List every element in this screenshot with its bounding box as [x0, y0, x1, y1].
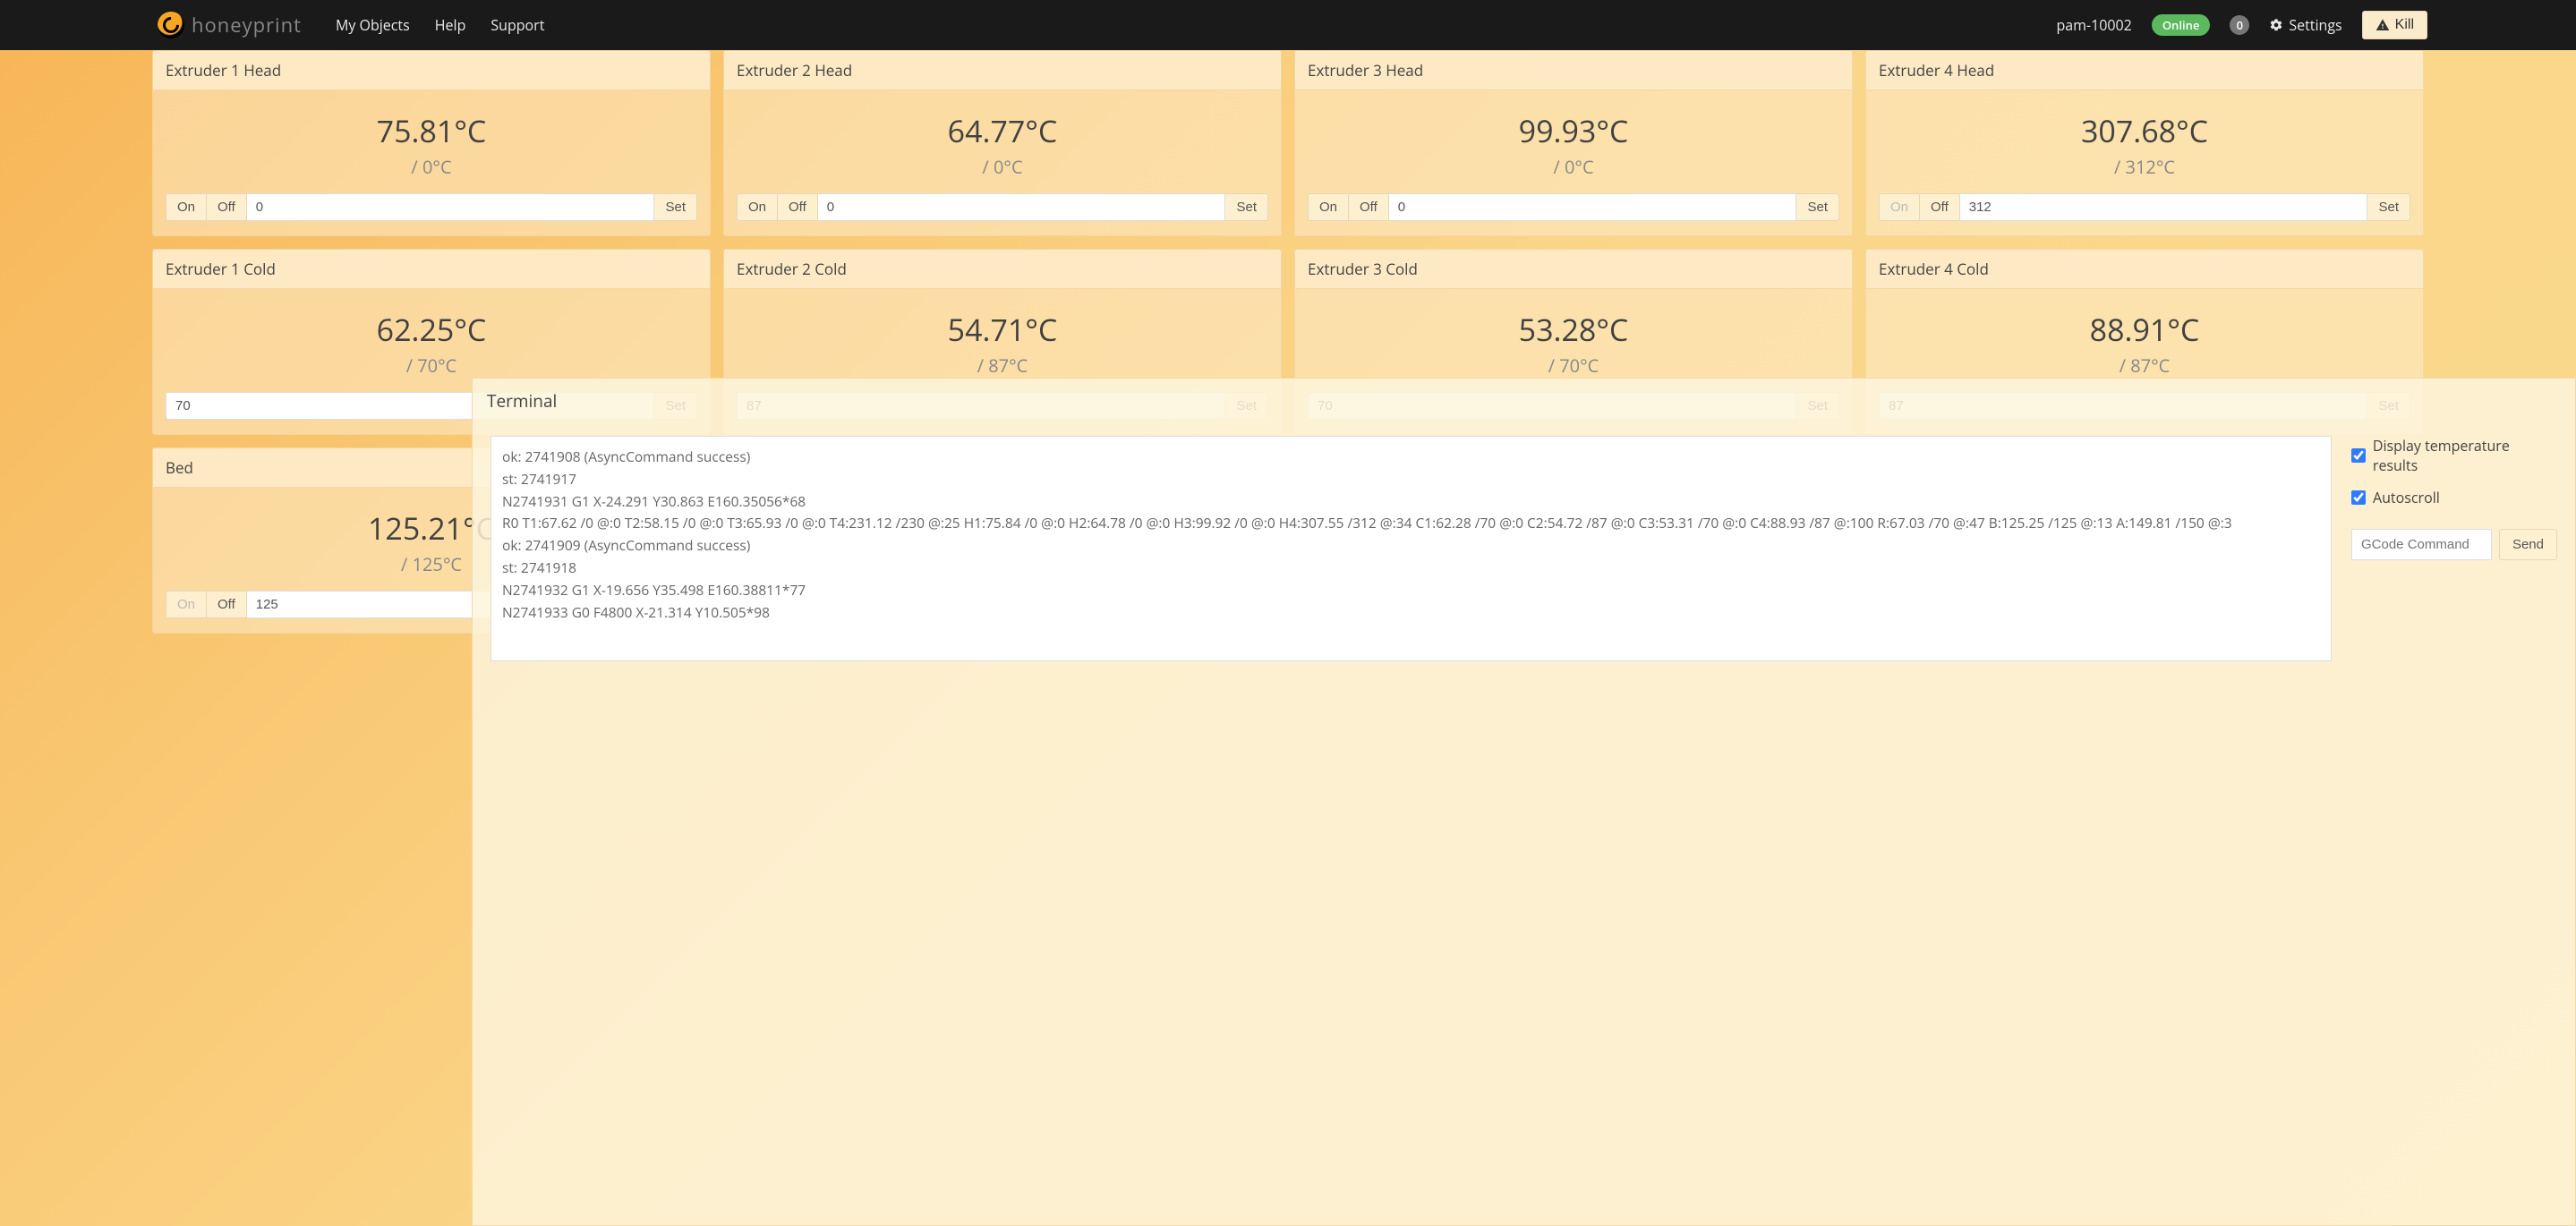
kill-button[interactable]: Kill	[2362, 11, 2427, 39]
temperature-current: 99.93°C	[1308, 110, 1839, 151]
panel-footer: OnOff Set	[724, 193, 1281, 235]
panel-body: 53.28°C / 70°C	[1295, 289, 1852, 392]
panel-body: 64.77°C / 0°C	[724, 90, 1281, 193]
temperature-target: / 0°C	[737, 155, 1268, 179]
panel-title: Extruder 2 Cold	[724, 250, 1281, 289]
autoscroll-checkbox-row[interactable]: Autoscroll	[2351, 488, 2557, 507]
panel-footer: OnOff Set	[1295, 193, 1852, 235]
terminal-body: ok: 2741908 (AsyncCommand success) st: 2…	[473, 423, 2575, 1225]
temperature-current: 75.81°C	[166, 110, 697, 151]
temperature-target: / 87°C	[737, 353, 1268, 378]
display-temp-checkbox-row[interactable]: Display temperature results	[2351, 436, 2557, 475]
nav-right: pam-10002 Online 0 Settings Kill	[2056, 11, 2562, 39]
panel-footer: OnOff Set	[153, 193, 710, 235]
terminal-log[interactable]: ok: 2741908 (AsyncCommand success) st: 2…	[490, 436, 2332, 661]
panel-title: Extruder 3 Head	[1295, 51, 1852, 90]
set-button[interactable]: Set	[654, 193, 697, 221]
set-button[interactable]: Set	[2367, 193, 2410, 221]
temperature-input[interactable]	[1960, 193, 2368, 221]
terminal-title: Terminal	[473, 379, 2575, 423]
on-button: On	[166, 591, 207, 618]
panel-body: 75.81°C / 0°C	[153, 90, 710, 193]
temperature-input[interactable]	[818, 193, 1226, 221]
off-button[interactable]: Off	[207, 591, 247, 618]
nav-links: My Objects Help Support	[336, 15, 544, 35]
temperature-current: 53.28°C	[1308, 309, 1839, 350]
panel-footer: OnOff Set	[1866, 193, 2423, 235]
nav-user[interactable]: pam-10002	[2056, 15, 2131, 35]
off-button[interactable]: Off	[207, 193, 247, 221]
brand-text: honeyprint	[192, 12, 302, 38]
display-temp-label: Display temperature results	[2373, 436, 2557, 475]
nav-help[interactable]: Help	[435, 15, 466, 35]
navbar: honeyprint My Objects Help Support pam-1…	[0, 0, 2576, 50]
panel-title: Extruder 4 Cold	[1866, 250, 2423, 289]
temperature-target: / 0°C	[166, 155, 697, 179]
temperature-target: / 312°C	[1879, 155, 2410, 179]
panel-body: 99.93°C / 0°C	[1295, 90, 1852, 193]
temperature-panel: Extruder 2 Head 64.77°C / 0°C OnOff Set	[723, 50, 1282, 236]
panel-body: 88.91°C / 87°C	[1866, 289, 2423, 392]
autoscroll-checkbox[interactable]	[2351, 490, 2366, 505]
nav-settings-label: Settings	[2289, 15, 2341, 35]
temperature-input[interactable]	[247, 193, 655, 221]
panel-title: Extruder 1 Cold	[153, 250, 710, 289]
gcode-send-button[interactable]: Send	[2499, 529, 2557, 560]
warning-icon	[2376, 18, 2390, 32]
temperature-target: / 70°C	[166, 353, 697, 378]
kill-button-label: Kill	[2395, 17, 2414, 33]
temperature-panel: Extruder 1 Head 75.81°C / 0°C OnOff Set	[152, 50, 711, 236]
on-button: On	[1879, 193, 1920, 221]
notification-count-badge[interactable]: 0	[2230, 15, 2249, 35]
on-button[interactable]: On	[166, 193, 207, 221]
terminal-panel: Terminal ok: 2741908 (AsyncCommand succe…	[472, 378, 2576, 1226]
off-button[interactable]: Off	[1920, 193, 1960, 221]
off-button[interactable]: Off	[1349, 193, 1389, 221]
temperature-current: 307.68°C	[1879, 110, 2410, 151]
on-button[interactable]: On	[1308, 193, 1349, 221]
temperature-current: 64.77°C	[737, 110, 1268, 151]
status-badge-online: Online	[2152, 14, 2211, 36]
panel-title: Extruder 1 Head	[153, 51, 710, 90]
temperature-target: / 70°C	[1308, 353, 1839, 378]
panel-body: 307.68°C / 312°C	[1866, 90, 2423, 193]
temperature-target: / 87°C	[1879, 353, 2410, 378]
panel-body: 62.25°C / 70°C	[153, 289, 710, 392]
temperature-input[interactable]	[1389, 193, 1797, 221]
autoscroll-label: Autoscroll	[2373, 488, 2440, 507]
set-button[interactable]: Set	[1796, 193, 1839, 221]
temperature-current: 54.71°C	[737, 309, 1268, 350]
temperature-target: / 0°C	[1308, 155, 1839, 179]
temperature-current: 62.25°C	[166, 309, 697, 350]
temperature-current: 88.91°C	[1879, 309, 2410, 350]
panel-title: Extruder 4 Head	[1866, 51, 2423, 90]
brand-logo-icon	[158, 12, 184, 38]
panel-title: Extruder 2 Head	[724, 51, 1281, 90]
off-button[interactable]: Off	[778, 193, 818, 221]
gcode-row: Send	[2351, 529, 2557, 560]
gear-icon	[2269, 18, 2283, 32]
panel-title: Extruder 3 Cold	[1295, 250, 1852, 289]
panel-body: 54.71°C / 87°C	[724, 289, 1281, 392]
brand[interactable]: honeyprint	[158, 12, 302, 38]
on-button[interactable]: On	[737, 193, 778, 221]
display-temp-checkbox[interactable]	[2351, 448, 2366, 463]
nav-settings[interactable]: Settings	[2269, 15, 2341, 35]
terminal-sidebar: Display temperature results Autoscroll S…	[2351, 436, 2557, 560]
temperature-panel: Extruder 3 Head 99.93°C / 0°C OnOff Set	[1294, 50, 1853, 236]
set-button[interactable]: Set	[1225, 193, 1268, 221]
nav-support[interactable]: Support	[490, 15, 544, 35]
gcode-input[interactable]	[2351, 529, 2492, 560]
nav-my-objects[interactable]: My Objects	[336, 15, 410, 35]
temperature-panel: Extruder 4 Head 307.68°C / 312°C OnOff Set	[1865, 50, 2424, 236]
